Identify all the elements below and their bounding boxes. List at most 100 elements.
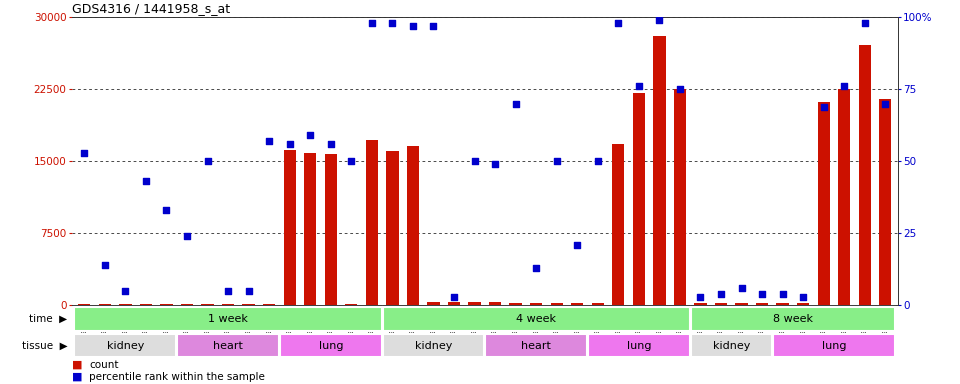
Point [877,101,893,107]
Point [467,158,482,164]
Point [282,141,298,147]
Point [816,104,831,110]
Bar [694,303,707,305]
Point [796,293,811,300]
Bar [283,150,296,305]
Point [77,150,92,156]
Bar [78,304,90,305]
Bar [427,302,440,305]
Point [364,20,379,26]
Bar [838,89,851,305]
Bar [735,303,748,305]
Point [857,20,873,26]
Point [508,101,523,107]
Bar [550,303,563,305]
Point [549,158,564,164]
Point [261,138,276,144]
Text: ■: ■ [72,372,83,382]
Text: percentile rank within the sample: percentile rank within the sample [89,372,265,382]
Point [672,86,687,92]
Bar [386,151,398,305]
FancyBboxPatch shape [690,307,895,331]
Bar [160,304,173,305]
Bar [797,303,809,305]
Point [631,83,646,89]
Bar [447,302,460,305]
Bar [818,102,829,305]
FancyBboxPatch shape [382,334,485,358]
Text: 1 week: 1 week [208,314,248,324]
Point [488,161,503,167]
Bar [879,99,892,305]
FancyBboxPatch shape [75,334,177,358]
Point [180,233,195,239]
Point [302,132,318,139]
Bar [756,303,768,305]
Text: ■: ■ [72,360,83,370]
FancyBboxPatch shape [773,334,895,358]
Point [446,293,462,300]
Bar [366,140,378,305]
Text: tissue  ▶: tissue ▶ [21,341,67,351]
FancyBboxPatch shape [485,334,588,358]
Text: heart: heart [213,341,243,351]
Text: kidney: kidney [415,341,452,351]
Bar [243,304,254,305]
Point [344,158,359,164]
Bar [715,303,727,305]
Point [528,265,543,271]
FancyBboxPatch shape [178,334,279,358]
Text: GDS4316 / 1441958_s_at: GDS4316 / 1441958_s_at [72,2,230,15]
Point [426,23,442,29]
Bar [140,304,152,305]
Bar [222,304,234,305]
Point [221,288,236,294]
Text: count: count [89,360,119,370]
Text: 4 week: 4 week [516,314,556,324]
Text: lung: lung [822,341,846,351]
Bar [119,304,132,305]
Bar [263,304,276,305]
Point [611,20,626,26]
Point [385,20,400,26]
Text: time  ▶: time ▶ [29,314,67,324]
Text: kidney: kidney [107,341,144,351]
Bar [653,36,665,305]
Point [324,141,339,147]
Point [569,242,585,248]
Bar [530,303,542,305]
Bar [858,45,871,305]
Point [652,17,667,23]
Point [836,83,852,89]
Bar [324,154,337,305]
Bar [612,144,624,305]
Point [158,207,174,214]
Bar [99,304,111,305]
Bar [591,303,604,305]
FancyBboxPatch shape [75,307,382,331]
Text: heart: heart [521,341,551,351]
FancyBboxPatch shape [382,307,690,331]
Bar [489,303,501,305]
Point [733,285,749,291]
Bar [180,304,193,305]
FancyBboxPatch shape [588,334,690,358]
Text: kidney: kidney [712,341,750,351]
Point [590,158,606,164]
Text: lung: lung [627,341,651,351]
Point [405,23,420,29]
Text: lung: lung [319,341,343,351]
FancyBboxPatch shape [690,334,772,358]
Bar [202,304,214,305]
Point [118,288,133,294]
Bar [777,303,789,305]
Point [97,262,112,268]
Point [138,178,154,185]
Point [200,158,215,164]
Point [713,291,729,297]
Bar [346,304,357,305]
Bar [674,89,686,305]
Bar [571,303,584,305]
Bar [468,303,481,305]
Point [241,288,256,294]
